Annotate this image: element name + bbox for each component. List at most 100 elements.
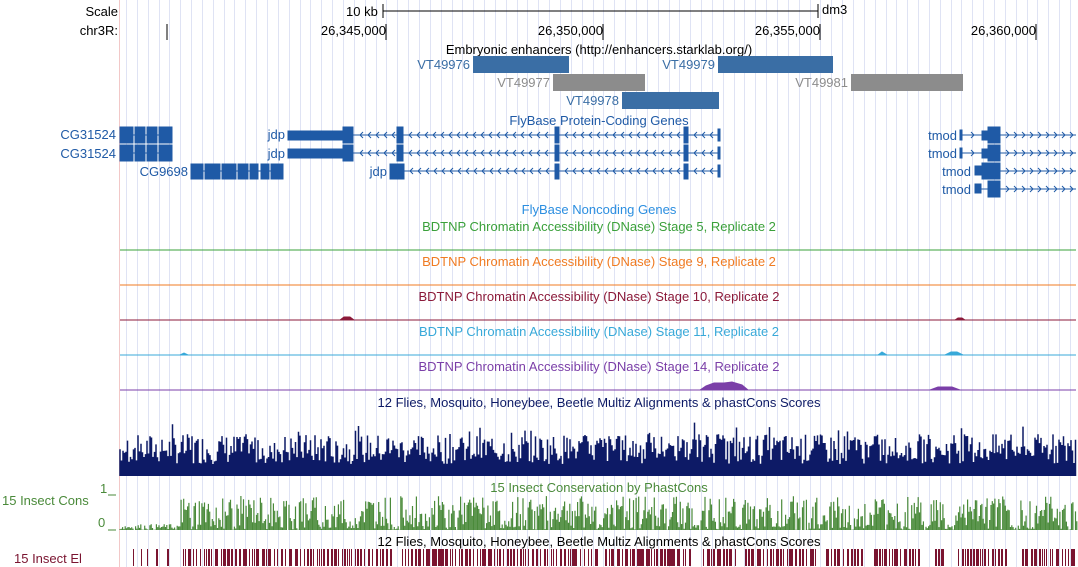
conserved-element	[185, 549, 186, 566]
conserved-element	[723, 549, 725, 566]
grid-line	[560, 0, 561, 567]
conserved-element	[436, 549, 437, 566]
conserved-element	[304, 549, 305, 566]
enhancer-feature[interactable]	[473, 56, 569, 73]
conserved-element	[767, 549, 768, 566]
conserved-element	[597, 549, 598, 566]
gene-label[interactable]: tmod	[928, 128, 957, 143]
conserved-element	[812, 549, 814, 566]
grid-line	[495, 0, 496, 567]
conserved-element	[193, 549, 194, 566]
conserved-element	[520, 549, 522, 566]
enhancer-feature[interactable]	[622, 92, 719, 109]
gene-label[interactable]: tmod	[942, 164, 971, 179]
grid-line	[582, 0, 583, 567]
grid-line	[799, 0, 800, 567]
conserved-element	[319, 549, 320, 566]
grid-line	[961, 0, 962, 567]
gene-label[interactable]: jdp	[267, 146, 285, 161]
conserved-element	[225, 549, 226, 566]
grid-line	[1037, 0, 1038, 567]
conserved-element	[995, 549, 996, 566]
conserved-element	[428, 549, 430, 566]
cons-track-title: 15 Insect Conservation by PhastCons	[490, 480, 708, 495]
elements-side-label[interactable]: 15 Insect El	[14, 551, 82, 566]
gene-label[interactable]: CG31524	[60, 146, 116, 161]
grid-line	[473, 0, 474, 567]
grid-line	[289, 0, 290, 567]
conserved-element	[889, 549, 890, 566]
conserved-element	[646, 549, 648, 566]
conserved-element	[854, 549, 856, 566]
conserved-element	[323, 549, 325, 566]
conserved-element	[351, 549, 352, 566]
grid-line	[994, 0, 995, 567]
conserved-element	[1036, 549, 1037, 566]
conserved-element	[528, 549, 529, 566]
grid-line	[452, 0, 453, 567]
assembly-label: dm3	[822, 2, 848, 17]
gene-label[interactable]: jdp	[369, 164, 387, 179]
conserved-element	[634, 549, 635, 566]
dnase-peak	[339, 316, 966, 321]
conserved-element	[802, 549, 804, 566]
grid-line	[159, 0, 160, 567]
grid-line	[343, 0, 344, 567]
conserved-element	[1031, 549, 1033, 566]
grid-line	[940, 0, 941, 567]
conserved-element	[321, 549, 322, 566]
enhancer-feature[interactable]	[718, 56, 833, 73]
gene-label[interactable]: CG9698	[139, 164, 188, 179]
conserved-element	[204, 549, 205, 566]
grid-line	[180, 0, 181, 567]
conserved-element	[778, 549, 779, 566]
grid-line	[603, 0, 604, 567]
conserved-element	[469, 549, 471, 566]
gene-label[interactable]: CG31524	[60, 127, 116, 142]
gene-label[interactable]: jdp	[267, 127, 285, 142]
enhancer-label: VT49978	[566, 93, 619, 108]
grid-line	[202, 0, 203, 567]
grid-line	[853, 0, 854, 567]
left-margin-divider	[119, 0, 120, 567]
conserved-element	[560, 549, 562, 566]
cons-side-label[interactable]: 15 Insect Cons	[2, 493, 89, 508]
conserved-element	[445, 549, 447, 566]
conserved-element	[418, 549, 420, 566]
gene-label[interactable]: tmod	[942, 182, 971, 197]
gene-model	[119, 126, 173, 144]
conserved-element	[147, 549, 148, 566]
conserved-element	[988, 549, 989, 566]
conserved-element	[622, 549, 623, 566]
conserved-element	[915, 549, 916, 566]
cons-ymax-label: 1	[100, 481, 108, 496]
conserved-element	[643, 549, 644, 566]
grid-line	[875, 0, 876, 567]
conserved-element	[415, 549, 417, 566]
enhancer-feature[interactable]	[851, 74, 963, 91]
grid-line	[679, 0, 680, 567]
conserved-element	[806, 549, 807, 566]
grid-line	[191, 0, 192, 567]
conserved-element	[432, 549, 434, 566]
enhancer-label: VT49979	[662, 57, 715, 72]
conserved-element	[1058, 549, 1059, 566]
conserved-element	[336, 549, 337, 566]
conserved-element	[978, 549, 979, 566]
conserved-element	[654, 549, 655, 566]
conserved-element	[568, 549, 569, 566]
phastcons-signal	[119, 496, 1078, 530]
conserved-element	[909, 549, 911, 566]
grid-line	[788, 0, 789, 567]
enhancer-feature[interactable]	[553, 74, 645, 91]
conserved-element	[368, 549, 370, 566]
conserved-element	[503, 549, 504, 566]
conserved-element	[342, 549, 343, 566]
conserved-element	[473, 549, 474, 566]
conserved-element	[815, 549, 816, 566]
gene-label[interactable]: tmod	[928, 146, 957, 161]
grid-line	[669, 0, 670, 567]
grid-line	[408, 0, 409, 567]
conserved-element	[507, 549, 509, 566]
